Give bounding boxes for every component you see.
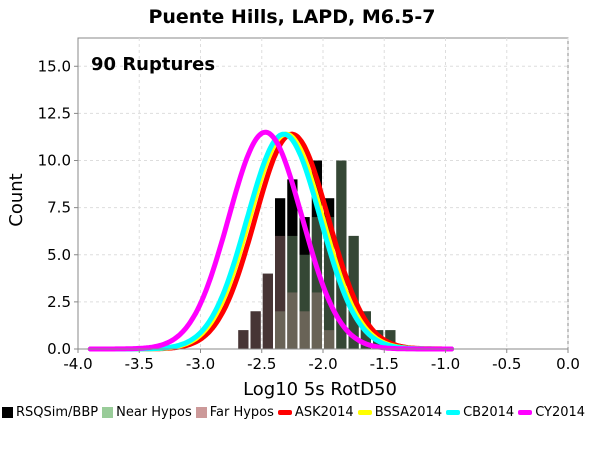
legend-swatch [357, 410, 372, 415]
tick-labels: -4.0 -3.5 -3.0 -2.5 -2.0 -1.5 -1.0 -0.5 0.0 0.0 2.… [38, 57, 580, 373]
far-hypo-bar [311, 292, 322, 349]
legend-item: CY2014 [518, 405, 585, 420]
far-hypo-bar [299, 311, 310, 349]
axes [74, 38, 569, 353]
legend-swatch [518, 410, 533, 415]
histogram-bar [385, 330, 396, 349]
near-hypo-bar [299, 254, 310, 349]
y-tick-label: 12.5 [38, 104, 71, 122]
legend-item: CB2014 [446, 405, 514, 420]
histogram-bar [262, 273, 273, 349]
y-tick-label: 5.0 [47, 246, 71, 264]
legend-label: ASK2014 [294, 405, 354, 420]
near-hypo-bar [287, 235, 298, 349]
y-tick-label: 7.5 [47, 199, 71, 217]
legend-item: ASK2014 [277, 405, 354, 420]
legend-swatch [277, 410, 292, 415]
near-hypo-bar [275, 311, 286, 349]
near-hypo-bar [385, 330, 396, 349]
near-hypo-bar [311, 217, 322, 349]
legend-label: RSQSim/BBP [16, 405, 99, 420]
histogram-bar [324, 198, 335, 349]
x-tick-label: -2.5 [247, 355, 276, 373]
legend-label: BSSA2014 [374, 405, 443, 420]
y-tick-label: 0.0 [47, 340, 71, 358]
y-tick-label: 15.0 [38, 57, 71, 75]
x-tick-label: -4.0 [63, 355, 92, 373]
histogram-bar [287, 179, 298, 349]
x-tick-label: -2.0 [308, 355, 337, 373]
y-tick-label: 10.0 [38, 152, 71, 170]
legend-label: CY2014 [535, 405, 586, 420]
near-hypo-bar [324, 217, 335, 349]
series-line-cy2014 [87, 129, 455, 352]
far-hypo-bar [287, 292, 298, 349]
x-axis-label: Log10 5s RotD50 [243, 379, 397, 400]
x-tick-label: -1.0 [431, 355, 460, 373]
legend-swatch [446, 410, 461, 415]
histogram-bar [311, 160, 322, 349]
histogram-bar [238, 330, 249, 349]
histogram-bar [250, 311, 261, 349]
far-hypo-bar [324, 330, 335, 349]
chart-title: Puente Hills, LAPD, M6.5-7 [148, 6, 435, 28]
legend-swatch [2, 407, 13, 418]
far-hypo-bar [262, 273, 273, 349]
legend-item: Near Hypos [102, 405, 192, 420]
legend-item: Far Hypos [195, 405, 274, 420]
histogram-bar [299, 217, 310, 349]
legend-swatch [102, 407, 114, 418]
rupture-count-annotation: 90 Ruptures [91, 54, 215, 75]
legend: RSQSim/BBP Near Hypos Far Hypos ASK2014 BSSA… [2, 405, 598, 420]
histogram-bar [275, 198, 286, 349]
far-hypo-bar [275, 235, 286, 349]
x-tick-label: -3.5 [125, 355, 154, 373]
legend-item: BSSA2014 [357, 405, 443, 420]
y-tick-label: 2.5 [47, 293, 71, 311]
legend-label: CB2014 [463, 405, 515, 420]
x-tick-label: -1.5 [370, 355, 399, 373]
legend-label: Near Hypos [116, 405, 192, 420]
legend-label: Far Hypos [209, 405, 274, 420]
legend-item: RSQSim/BBP [2, 405, 98, 420]
legend-swatch [195, 407, 207, 418]
far-hypo-bar [250, 311, 261, 349]
y-axis-label: Count [6, 173, 27, 226]
x-tick-label: -0.5 [492, 355, 521, 373]
far-hypo-bar [238, 330, 249, 349]
x-tick-label: -3.0 [186, 355, 215, 373]
x-tick-label: 0.0 [556, 355, 580, 373]
